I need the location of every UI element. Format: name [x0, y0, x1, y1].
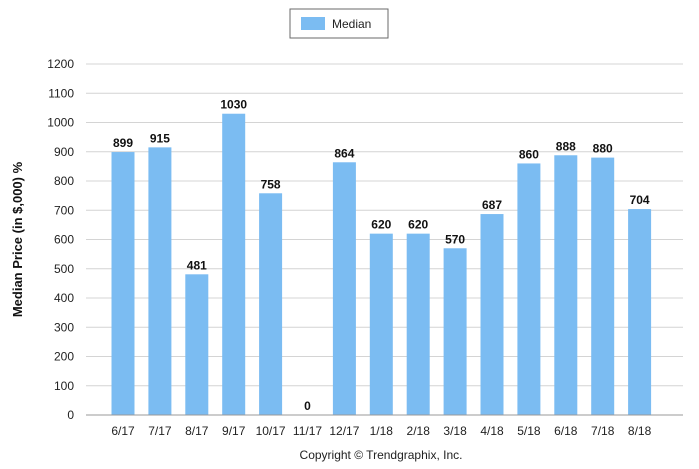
- y-tick-label: 100: [54, 379, 74, 393]
- y-tick-label: 1000: [47, 116, 74, 130]
- x-tick-label: 3/18: [443, 424, 467, 438]
- legend-label-median: Median: [332, 17, 371, 31]
- y-tick-label: 800: [54, 174, 74, 188]
- data-label: 864: [334, 146, 354, 160]
- data-label: 915: [150, 131, 170, 145]
- data-label: 620: [371, 218, 391, 232]
- bar-3-18: [443, 248, 467, 415]
- x-tick-label: 6/17: [111, 424, 135, 438]
- bar-4-18: [480, 214, 504, 415]
- bar-8-17: [185, 274, 209, 415]
- data-label: 888: [556, 139, 576, 153]
- data-label: 570: [445, 232, 465, 246]
- x-tick-label: 7/18: [591, 424, 615, 438]
- y-axis-title: Median Price (in $,000) %: [10, 161, 25, 317]
- bar-5-18: [517, 163, 541, 415]
- data-label: 687: [482, 198, 502, 212]
- data-label: 880: [593, 142, 613, 156]
- bar-2-18: [406, 233, 430, 415]
- data-label: 758: [261, 177, 281, 191]
- y-axis-ticks: 0 100 200 300 400 500 600 700 800 900 1000 1100 1200: [47, 57, 74, 422]
- y-tick-label: 300: [54, 320, 74, 334]
- bar-10-17: [259, 193, 283, 415]
- bars: [111, 113, 652, 416]
- data-label: 1030: [220, 98, 247, 112]
- bar-1-18: [369, 233, 393, 415]
- bar-9-17: [222, 113, 246, 415]
- y-tick-label: 1100: [48, 86, 74, 100]
- legend: Median: [289, 8, 389, 39]
- x-tick-label: 9/17: [222, 424, 246, 438]
- legend-swatch: [301, 17, 325, 30]
- data-label: 0: [304, 399, 311, 413]
- bar-7-18: [591, 157, 615, 415]
- y-tick-label: 500: [54, 262, 74, 276]
- bar-6-17: [111, 152, 135, 416]
- data-label: 620: [408, 218, 428, 232]
- x-axis-ticks: 6/17 7/17 8/17 9/17 10/17 11/17 12/17 1/18 2/18 3…: [111, 424, 651, 438]
- y-tick-label: 1200: [47, 57, 74, 71]
- x-tick-label: 8/18: [628, 424, 652, 438]
- x-tick-label: 1/18: [370, 424, 394, 438]
- x-tick-label: 11/17: [293, 424, 322, 438]
- x-tick-label: 7/17: [148, 424, 172, 438]
- x-tick-label: 12/17: [329, 424, 359, 438]
- data-label: 899: [113, 136, 133, 150]
- x-tick-label: 2/18: [407, 424, 431, 438]
- x-tick-label: 6/18: [554, 424, 578, 438]
- x-tick-label: 5/18: [517, 424, 541, 438]
- data-label: 704: [630, 193, 650, 207]
- data-labels: 899 915 481 1030 758 0 864 620 620 570 687 860 888 88…: [113, 98, 650, 413]
- bar-6-18: [554, 155, 578, 415]
- bar-8-18: [628, 209, 652, 415]
- y-tick-label: 400: [54, 291, 74, 305]
- bar-12-17: [332, 162, 356, 415]
- y-tick-label: 0: [67, 408, 74, 422]
- y-tick-label: 700: [54, 203, 74, 217]
- copyright-text: Copyright © Trendgraphix, Inc.: [300, 448, 463, 462]
- x-tick-label: 10/17: [256, 424, 286, 438]
- y-tick-label: 200: [54, 350, 74, 364]
- data-label: 481: [187, 258, 207, 272]
- y-tick-label: 900: [54, 145, 74, 159]
- data-label: 860: [519, 147, 539, 161]
- bar-7-17: [148, 147, 172, 416]
- x-tick-label: 4/18: [480, 424, 504, 438]
- x-tick-label: 8/17: [185, 424, 209, 438]
- y-tick-label: 600: [54, 233, 74, 247]
